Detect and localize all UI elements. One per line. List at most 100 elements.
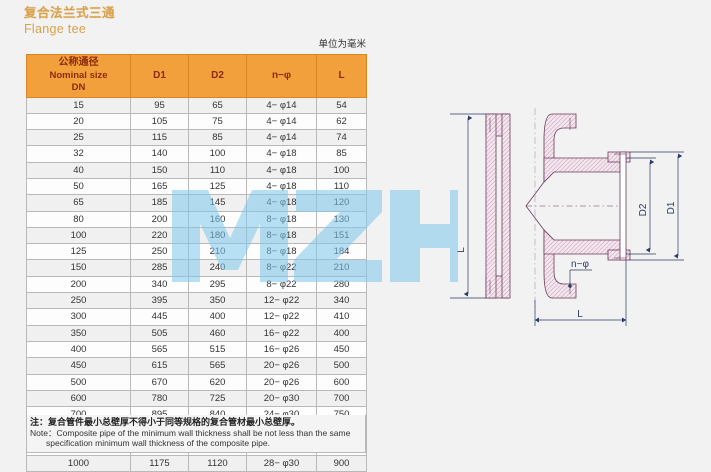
flange-tee-drawing: D2 D1 L L n−φ (440, 100, 711, 342)
dimension-label-d2: D2 (638, 203, 649, 216)
table-row: 450 615 565 20− φ26 500 (26, 357, 367, 375)
cell-d1: 670 (130, 373, 189, 391)
cell-nominal-size: 20 (26, 112, 131, 131)
cell-n-phi: 20− φ30 (246, 389, 317, 408)
cell-d1: 285 (130, 259, 189, 277)
cell-l: 151 (316, 226, 367, 245)
cell-n-phi: 4− φ14 (246, 129, 317, 147)
cell-d2: 85 (188, 129, 247, 147)
cell-d1: 445 (130, 308, 189, 326)
cell-d2: 145 (188, 194, 247, 212)
dimension-label-n-phi: n−φ (571, 259, 589, 270)
cell-d2: 65 (188, 96, 247, 114)
cell-d2: 565 (188, 357, 247, 375)
table-footnote: 注：复合管件最小总壁厚不得小于同等规格的复合管材最小总壁厚。 Note：Comp… (26, 415, 366, 453)
cell-l: 62 (316, 112, 367, 131)
footnote-english-line-1: Note：Composite pipe of the minimum wall … (30, 427, 351, 438)
cell-d1: 105 (130, 112, 189, 131)
tee-body-geometry (485, 108, 631, 314)
table-row: 150 285 240 8− φ22 210 (26, 259, 367, 277)
cell-d1: 115 (130, 129, 189, 147)
cell-d1: 395 (130, 292, 189, 310)
table-row: 600 780 725 20− φ30 700 (26, 389, 367, 408)
cell-n-phi: 4− φ18 (246, 177, 317, 196)
cell-n-phi: 12− φ22 (246, 308, 317, 326)
table-row: 300 445 400 12− φ22 410 (26, 308, 367, 326)
cell-n-phi: 20− φ26 (246, 357, 317, 375)
cell-d2: 460 (188, 324, 247, 342)
table-body: 15 95 65 4− φ14 54 20 105 75 4− φ14 62 25 115 85 4− φ… (26, 96, 367, 472)
cell-nominal-size: 65 (26, 194, 131, 212)
column-header-n-phi: n−φ (246, 54, 317, 98)
table-row: 20 105 75 4− φ14 62 (26, 112, 367, 131)
footnote-chinese: 注：复合管件最小总壁厚不得小于同等规格的复合管材最小总壁厚。 (30, 417, 301, 427)
cell-d1: 250 (130, 243, 189, 261)
cell-d2: 725 (188, 389, 247, 408)
table-row: 80 200 160 8− φ18 130 (26, 210, 367, 228)
cell-l: 74 (316, 129, 367, 147)
cell-nominal-size: 300 (26, 308, 131, 326)
cell-d1: 615 (130, 357, 189, 375)
cell-d1: 1175 (130, 455, 189, 472)
cell-nominal-size: 600 (26, 389, 131, 408)
cell-l: 210 (316, 259, 367, 277)
cell-nominal-size: 40 (26, 161, 131, 179)
cell-l: 110 (316, 177, 367, 196)
cell-l: 500 (316, 357, 367, 375)
column-header-nominal-size: 公称通径 Nominal size DN (26, 54, 131, 98)
column-header-nominal-size-dn: DN (71, 82, 86, 93)
table-row: 350 505 460 16− φ22 400 (26, 324, 367, 342)
cell-l: 700 (316, 389, 367, 408)
cell-nominal-size: 100 (26, 226, 131, 245)
cell-l: 600 (316, 373, 367, 391)
column-header-d1: D1 (130, 54, 189, 98)
dimension-l-horizontal (534, 260, 627, 326)
cell-nominal-size: 50 (26, 177, 131, 196)
cell-n-phi: 16− φ22 (246, 324, 317, 342)
cell-n-phi: 20− φ26 (246, 373, 317, 391)
cell-d2: 160 (188, 210, 247, 228)
cell-l: 85 (316, 145, 367, 163)
page-title-chinese: 复合法兰式三通 (24, 6, 116, 20)
cell-d2: 620 (188, 373, 247, 391)
cell-l: 184 (316, 243, 367, 261)
cell-d2: 400 (188, 308, 247, 326)
column-header-nominal-size-cn: 公称通径 (58, 57, 99, 68)
cell-d2: 240 (188, 259, 247, 277)
cell-n-phi: 4− φ14 (246, 112, 317, 131)
cell-d1: 220 (130, 226, 189, 245)
table-row: 125 250 210 8− φ18 184 (26, 243, 367, 261)
cell-d2: 125 (188, 177, 247, 196)
cell-l: 130 (316, 210, 367, 228)
cell-d2: 350 (188, 292, 247, 310)
table-row: 1000 1175 1120 28− φ30 900 (26, 455, 367, 472)
table-row: 40 150 110 4− φ18 100 (26, 161, 367, 179)
cell-d2: 515 (188, 340, 247, 359)
cell-nominal-size: 1000 (26, 455, 131, 472)
cell-n-phi: 8− φ22 (246, 275, 317, 294)
page-title-block: 复合法兰式三通 Flange tee (24, 6, 115, 37)
cell-nominal-size: 15 (26, 96, 131, 114)
cell-n-phi: 8− φ18 (246, 226, 317, 245)
cell-nominal-size: 250 (26, 292, 131, 310)
table-row: 65 185 145 4− φ18 120 (26, 194, 367, 212)
cell-l: 900 (316, 455, 367, 472)
cell-d1: 780 (130, 389, 189, 408)
table-row: 250 395 350 12− φ22 340 (26, 292, 367, 310)
cell-d1: 185 (130, 194, 189, 212)
cell-d1: 340 (130, 275, 189, 294)
spec-table-container: 公称通径 Nominal size DN D1 D2 n−φ L 15 95 65 4… (26, 54, 367, 472)
cell-n-phi: 4− φ14 (246, 96, 317, 114)
cell-nominal-size: 32 (26, 145, 131, 163)
cell-d2: 1120 (188, 455, 247, 472)
cell-d2: 110 (188, 161, 247, 179)
dimension-d2 (626, 157, 656, 255)
table-row: 400 565 515 16− φ26 450 (26, 340, 367, 359)
cell-l: 100 (316, 161, 367, 179)
cell-nominal-size: 500 (26, 373, 131, 391)
table-row: 100 220 180 8− φ18 151 (26, 226, 367, 245)
cell-nominal-size: 150 (26, 259, 131, 277)
cell-nominal-size: 450 (26, 357, 131, 375)
cell-d1: 95 (130, 96, 189, 114)
cell-l: 280 (316, 275, 367, 294)
